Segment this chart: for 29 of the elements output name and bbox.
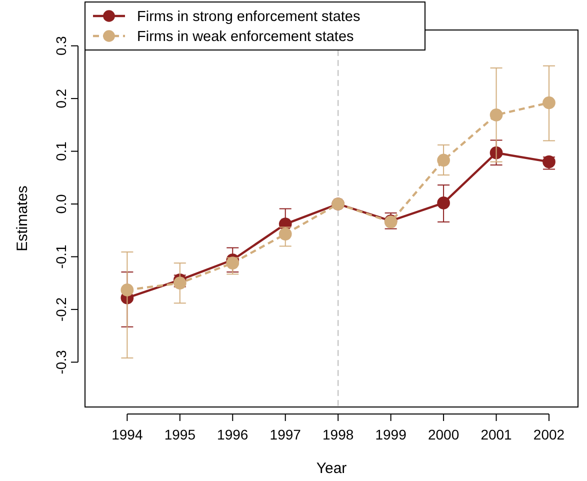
y-tick-label: 0.0 <box>53 194 69 214</box>
x-tick-label: 1994 <box>112 426 143 442</box>
y-tick-label: 0.2 <box>53 88 69 108</box>
x-tick-label: 2000 <box>428 426 460 442</box>
point <box>120 284 134 296</box>
x-tick-label: 2002 <box>533 426 565 442</box>
point <box>173 276 186 290</box>
point <box>490 108 503 122</box>
x-tick-label: 1999 <box>375 426 407 442</box>
point <box>437 154 450 167</box>
x-tick-label: 1998 <box>322 426 354 442</box>
x-tick-label: 1997 <box>270 426 302 442</box>
x-tick-label: 1995 <box>164 426 196 442</box>
y-axis-title: Estimates <box>14 186 31 252</box>
x-tick-label: 1996 <box>217 426 248 442</box>
legend-label: Firms in weak enforcement states <box>137 29 354 45</box>
y-tick-label: -0.3 <box>53 350 69 374</box>
point <box>278 228 292 240</box>
x-axis-title: Year <box>316 460 347 477</box>
y-tick-label: -0.2 <box>53 297 69 322</box>
point <box>226 256 240 270</box>
y-tick-label: 0.1 <box>53 141 69 162</box>
x-tick-label: 2001 <box>480 426 512 442</box>
legend-label: Firms in strong enforcement states <box>137 9 360 25</box>
y-tick-label: 0.3 <box>53 36 69 56</box>
point <box>542 96 556 110</box>
point <box>490 146 503 160</box>
point <box>437 196 450 210</box>
y-tick-label: -0.1 <box>53 244 69 269</box>
